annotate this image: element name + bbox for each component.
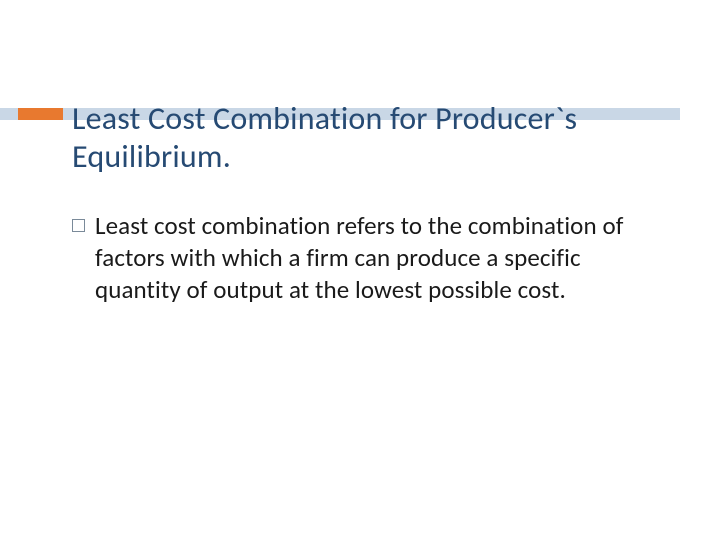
list-item: Least cost combination refers to the com…	[72, 210, 660, 306]
body-text: Least cost combination refers to the com…	[95, 210, 660, 306]
square-bullet-icon	[72, 219, 85, 232]
title-block: Least Cost Combination for Producer`s Eq…	[0, 100, 720, 177]
slide: Least Cost Combination for Producer`s Eq…	[0, 0, 720, 540]
slide-title: Least Cost Combination for Producer`s Eq…	[0, 100, 720, 177]
body-area: Least cost combination refers to the com…	[72, 210, 660, 306]
